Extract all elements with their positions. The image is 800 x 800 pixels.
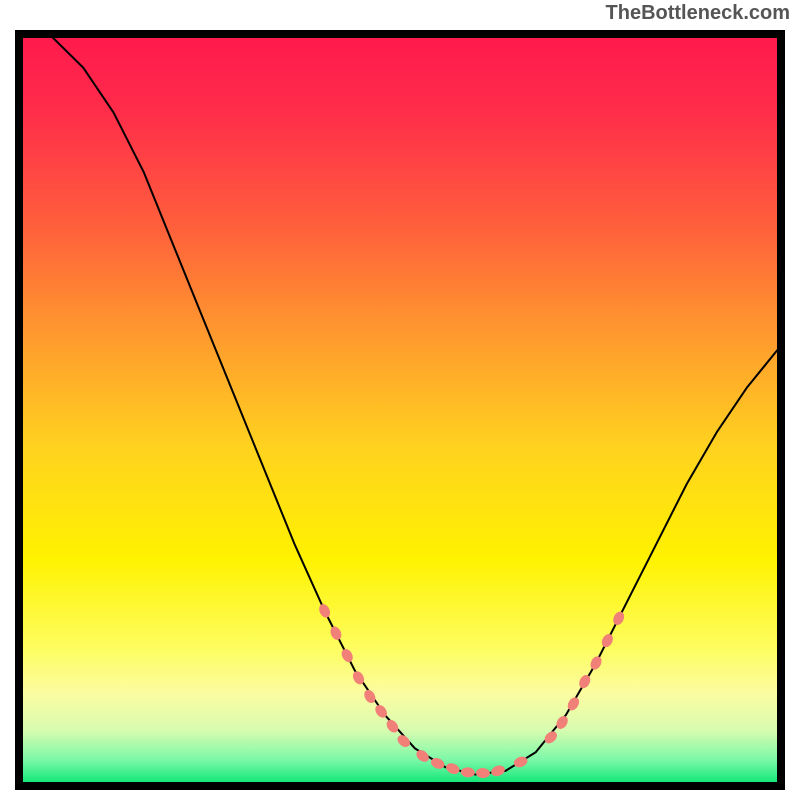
attribution-text: TheBottleneck.com: [606, 2, 790, 25]
plot-area: [15, 30, 785, 790]
chart-container: TheBottleneck.com: [0, 0, 800, 800]
bottleneck-curve-chart: [15, 30, 785, 790]
